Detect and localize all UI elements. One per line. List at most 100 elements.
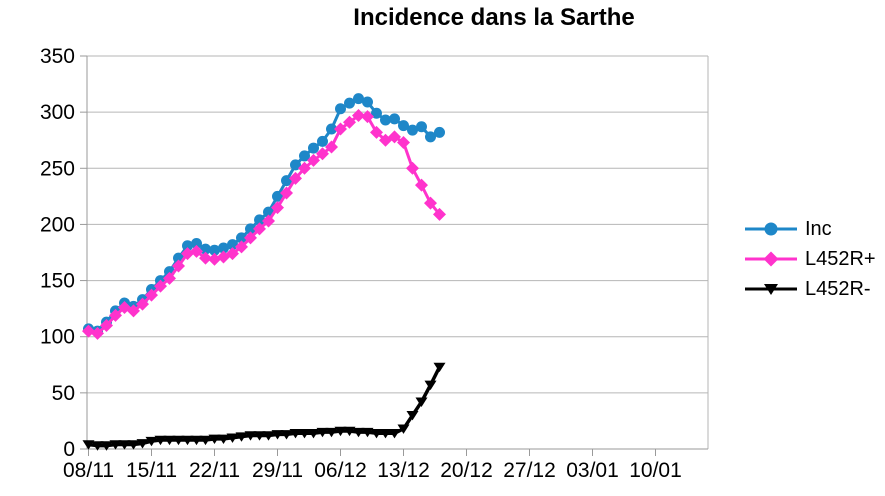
series-inc-marker [191,238,202,250]
series-l452rminus-markers [82,362,446,451]
y-tick-label: 0 [63,438,75,461]
series-l452rminus-marker [235,432,248,442]
series-l452rplus-marker [100,318,113,332]
series-l452rminus-marker [289,428,302,439]
series-l452rminus-marker [334,426,347,437]
series-inc-marker [218,242,229,254]
series-l452rminus-marker [325,427,338,438]
series-l452rminus-marker [388,428,401,439]
series-l452rminus-line [88,366,442,448]
series-inc-marker [281,175,292,187]
series-l452rplus-marker [325,140,338,154]
series-l452rplus-marker [109,308,122,322]
series-l452rplus-marker [172,259,185,273]
series-l452rminus-marker [397,424,410,434]
series-l452rminus-marker [154,435,167,446]
series-l452rminus-marker [316,427,329,438]
series-l452rminus-marker [109,440,122,450]
legend-entry-l452rminus: L452R- [745,274,885,304]
y-tick-label: 250 [40,157,75,180]
y-tick-label: 150 [40,270,75,293]
series-inc-marker [200,243,211,255]
series-l452rminus-marker [253,431,266,441]
series-l452rminus-marker [163,435,176,446]
series-inc-marker [425,131,436,143]
x-tick-label: 15/11 [126,459,177,482]
series-l452rplus-marker [163,271,176,285]
series-inc-marker [182,240,193,252]
series-l452rminus-marker [118,440,131,450]
chart-title: Incidence dans la Sarthe [353,4,635,31]
x-tick-label: 03/01 [566,459,619,482]
series-inc-marker [254,214,265,226]
legend-markerglyph-inc [764,222,778,236]
series-inc-marker [236,232,247,244]
series-inc-marker [209,244,220,256]
series-inc-marker [227,239,238,251]
legend-marker-inc [745,222,797,236]
series-l452rplus-marker [307,153,320,167]
series-l452rminus-marker [136,439,149,449]
series-l452rplus-marker [280,186,293,200]
series-l452rplus-marker [397,135,410,149]
series-l452rplus-marker [415,178,428,192]
series-l452rplus-markers [82,109,446,340]
series-inc-marker [398,120,409,132]
series-l452rminus-marker [262,431,275,441]
series-inc-marker [434,126,445,138]
series-l452rminus-marker [91,441,104,451]
series-l452rminus-marker [271,430,284,440]
series-l452rplus-marker [127,304,140,318]
series-inc-marker [290,159,301,171]
x-tick-label: 22/11 [189,459,240,482]
series-l452rminus-marker [181,435,194,446]
series-l452rminus-marker [127,440,140,450]
series-inc-marker [272,190,283,202]
legend: Inc L452R+ L452R- [745,214,885,304]
series-inc-marker [362,96,373,108]
y-tick-label: 300 [40,101,75,124]
legend-markerglyph-l452rplus [763,251,779,267]
series-inc-marker [407,124,418,136]
series-l452rminus-marker [190,435,203,446]
series-l452rminus-marker [208,434,221,444]
series-l452rplus-marker [271,201,284,215]
series-l452rminus-marker [352,427,365,438]
legend-entry-inc: Inc [745,214,885,244]
series-l452rplus-marker [181,247,194,261]
series-l452rplus-marker [370,125,383,139]
legend-label-inc: Inc [805,217,832,240]
series-l452rminus-marker [199,435,212,446]
series-l452rplus-marker [91,326,104,340]
series-l452rminus-marker [280,430,293,440]
legend-marker-l452rminus [745,283,797,295]
series-l452rplus-marker [433,207,446,221]
y-tick-label: 50 [52,382,75,405]
series-l452rminus-marker [244,431,257,441]
series-l452rplus-marker [298,161,311,175]
x-tick-label: 10/01 [629,459,682,482]
x-tick-label: 27/12 [503,459,556,482]
series-l452rminus-marker [217,434,230,444]
series-l452rminus-marker [343,426,356,437]
legend-marker-l452rplus [745,251,797,267]
legend-markerglyph-l452rminus [764,283,778,295]
series-l452rplus-marker [145,288,158,302]
series-l452rplus-marker [199,251,212,265]
series-l452rplus-marker [316,147,329,161]
series-inc-marker [389,113,400,125]
series-l452rminus-marker [298,428,311,439]
y-tick-label: 200 [40,213,75,236]
series-inc-markers [83,93,445,337]
series-l452rplus-marker [190,244,203,258]
series-l452rplus-marker [289,171,302,185]
series-inc-marker [326,123,337,135]
series-l452rplus-marker [208,252,221,266]
series-l452rminus-marker [406,410,419,421]
legend-entry-l452rplus: L452R+ [745,244,885,274]
series-l452rplus-marker [253,222,266,236]
series-l452rplus-marker [343,115,356,129]
x-tick-label: 08/11 [63,459,114,482]
series-inc-marker [353,93,364,105]
series-l452rplus-marker [226,247,239,261]
